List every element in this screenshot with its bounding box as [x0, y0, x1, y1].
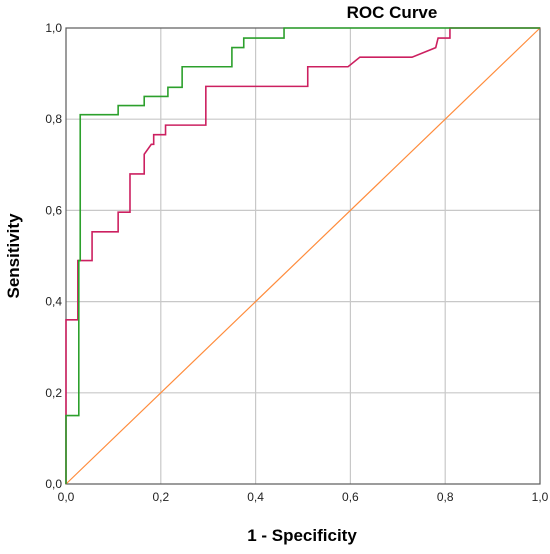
x-tick-label: 0,2: [152, 490, 169, 504]
x-tick-label: 0,8: [437, 490, 454, 504]
x-tick-label: 1,0: [532, 490, 549, 504]
x-axis-title: 1 - Specificity: [247, 526, 357, 545]
y-tick-label: 1,0: [45, 21, 62, 35]
x-tick-labels: 0,0 0,2 0,4 0,6 0,8 1,0: [58, 490, 549, 504]
y-tick-label: 0,0: [45, 477, 62, 491]
x-tick-label: 0,0: [58, 490, 75, 504]
series-line: [65, 27, 540, 484]
y-axis-title: Sensitivity: [4, 213, 23, 299]
y-tick-label: 0,6: [45, 203, 62, 217]
grid-lines: [66, 28, 540, 484]
series-group: [65, 27, 541, 485]
x-tick-label: 0,4: [247, 490, 264, 504]
series-line: [65, 27, 540, 484]
chart-title: ROC Curve: [347, 3, 438, 22]
y-tick-labels: 0,0 0,2 0,4 0,6 0,8 1,0: [45, 21, 62, 491]
x-tick-label: 0,6: [342, 490, 359, 504]
y-tick-label: 0,2: [45, 386, 62, 400]
y-tick-label: 0,4: [45, 295, 62, 309]
y-tick-label: 0,8: [45, 112, 62, 126]
series-line: [65, 27, 541, 485]
